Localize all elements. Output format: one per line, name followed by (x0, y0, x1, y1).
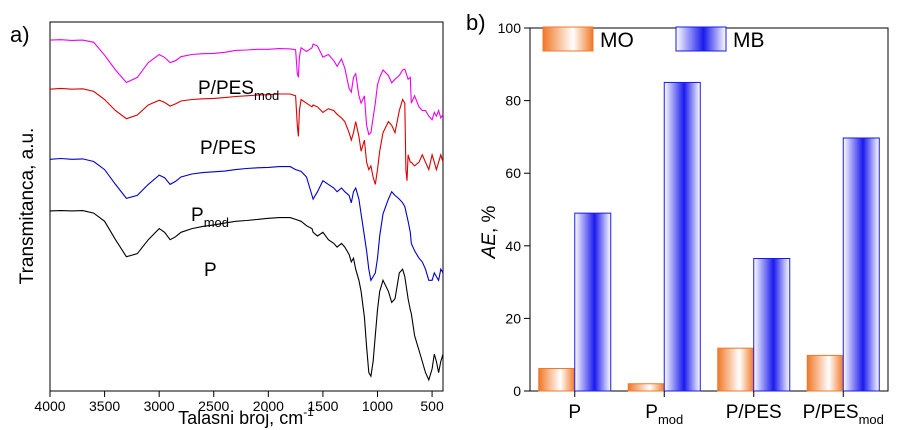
ftir-x-ticks: 4000 3500 3000 2500 2000 1500 1000 500 (34, 391, 444, 414)
bar-mo-p (538, 367, 576, 392)
legend: MO MB (542, 26, 765, 52)
ftir-series-labels: P/PESmod P/PES Pmod P (191, 78, 279, 281)
panel-a-label: a) (10, 22, 30, 47)
legend-swatch-mo (542, 26, 594, 52)
ftir-panel: a) 4000 3500 3000 2500 2000 1500 1000 500 P/PES… (10, 21, 444, 428)
bar-mo-p-pes (717, 347, 755, 392)
ftir-x-tick-label-4000: 4000 (34, 398, 65, 414)
ftir-line-p-pes (49, 87, 444, 185)
bar-y-tick-label-60: 60 (505, 165, 521, 181)
bar-mb-p-pesmod (842, 137, 880, 392)
bar-y-tick-label-40: 40 (505, 238, 521, 254)
adsorption-panel: b) 0 20 40 60 80 100 P Pmod P/PES P/PESmod AE, %… (466, 10, 889, 427)
bar-category-label-p-pesmod: P/PESmod (803, 402, 884, 427)
bar-mo-pmod (627, 383, 665, 392)
ftir-x-tick-label-2000: 2000 (253, 398, 284, 414)
ftir-x-tick-label-2500: 2500 (198, 398, 229, 414)
ftir-series-group (49, 39, 444, 382)
ftir-line-p-mod (49, 157, 444, 282)
bar-y-ticks: 0 20 40 60 80 100 (498, 20, 530, 399)
bar-series-group (538, 81, 880, 392)
ftir-x-axis-title: Talasni broj, cm-1 (178, 405, 314, 428)
bar-y-tick-label-80: 80 (505, 93, 521, 109)
legend-label-mb: MB (733, 29, 765, 52)
bar-mo-p-pesmod (806, 354, 844, 392)
bar-category-label-p: P (568, 402, 581, 423)
ftir-series-label-p-pes: P/PES (200, 138, 256, 159)
ftir-x-tick-label-1500: 1500 (307, 398, 338, 414)
bar-y-tick-label-100: 100 (498, 20, 522, 36)
ftir-x-tick-label-3000: 3000 (144, 398, 175, 414)
ftir-x-tick-label-500: 500 (420, 398, 444, 414)
bar-y-tick-label-0: 0 (513, 383, 521, 399)
ftir-line-p-pes-mod (49, 39, 444, 136)
ftir-series-label-p-mod: Pmod (191, 205, 229, 230)
ftir-x-tick-label-3500: 3500 (89, 398, 120, 414)
legend-label-mo: MO (600, 29, 634, 52)
bar-mb-p-pes (753, 258, 791, 392)
ftir-y-axis-title: Transmitanca, a.u. (17, 128, 38, 285)
bar-mb-pmod (663, 81, 701, 392)
panel-b-label: b) (466, 10, 486, 35)
ftir-x-axis-title-sup: -1 (303, 405, 314, 419)
legend-swatch-mb (675, 26, 727, 52)
bar-y-tick-label-20: 20 (505, 310, 521, 326)
ftir-series-label-p-pes-mod: P/PESmod (198, 78, 279, 103)
bar-category-label-p-pes: P/PES (726, 402, 782, 423)
bar-mb-p (574, 212, 612, 392)
bar-category-label-pmod: Pmod (645, 402, 683, 427)
bar-y-axis-title: AE, % (479, 205, 500, 259)
ftir-x-tick-label-1000: 1000 (362, 398, 393, 414)
bar-x-labels: P Pmod P/PES P/PESmod (568, 391, 884, 427)
ftir-series-label-p: P (204, 260, 217, 281)
ftir-line-p (49, 210, 444, 382)
ftir-plot-frame (49, 21, 444, 392)
